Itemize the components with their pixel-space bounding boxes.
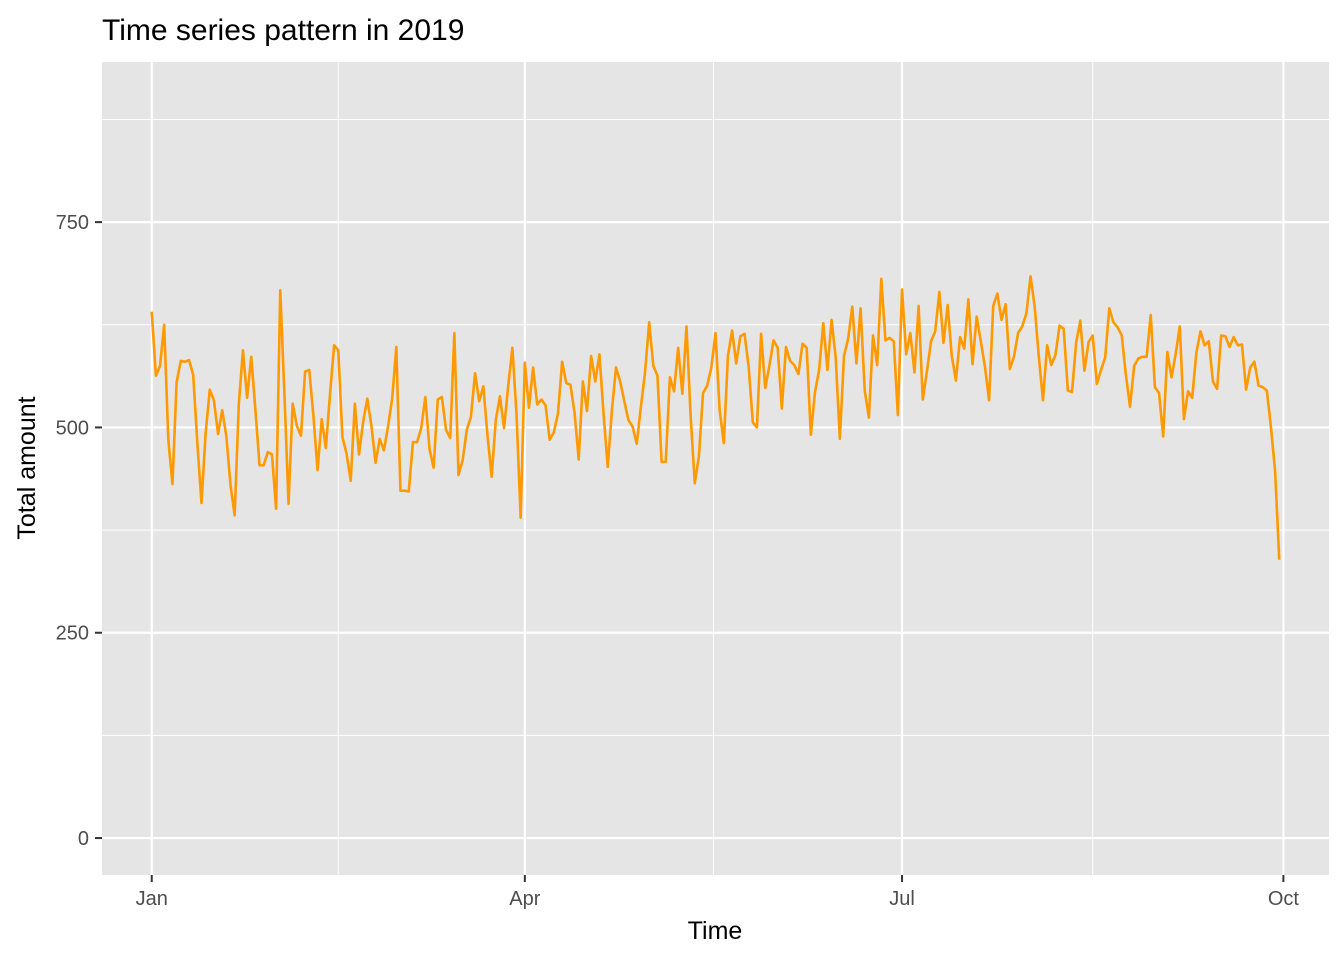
x-tick-label: Jul xyxy=(889,888,915,910)
y-tick-label: 250 xyxy=(56,623,89,645)
y-tick-label: 0 xyxy=(78,828,89,850)
x-tick-label: Oct xyxy=(1268,888,1300,910)
y-axis-title: Total amount xyxy=(13,396,41,539)
x-tick-label: Apr xyxy=(509,888,540,910)
x-axis-title: Time xyxy=(688,917,743,945)
y-tick-label: 500 xyxy=(56,417,89,439)
chart-title: Time series pattern in 2019 xyxy=(102,14,464,47)
y-tick-label: 750 xyxy=(56,212,89,234)
x-tick-label: Jan xyxy=(136,888,168,910)
